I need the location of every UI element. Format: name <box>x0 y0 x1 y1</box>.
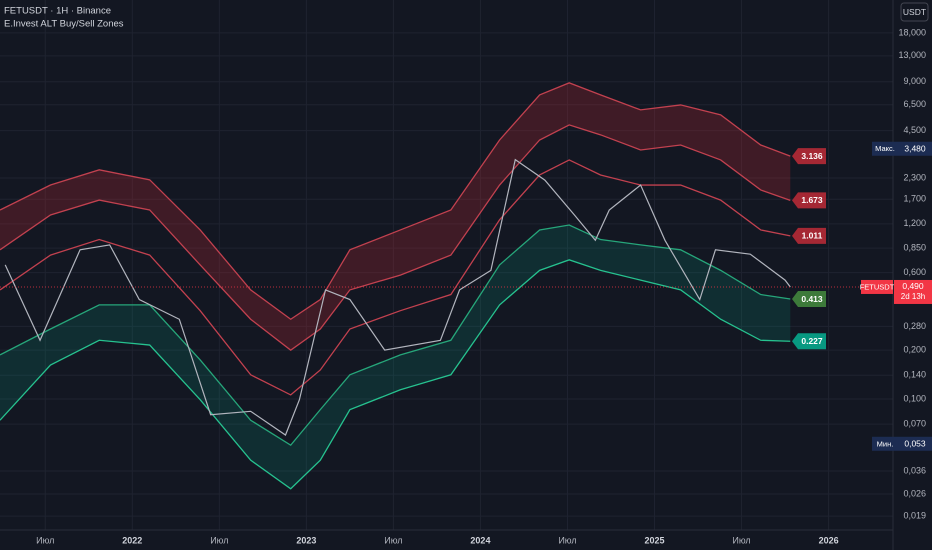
chart-title: FETUSDT · 1H · Binance <box>4 6 111 17</box>
x-tick-label: 2026 <box>819 535 839 545</box>
band-end-tag <box>792 192 826 209</box>
y-tick-label: 0,140 <box>903 370 926 380</box>
band-end-tag <box>792 291 826 308</box>
band-line <box>0 259 791 490</box>
y-tick-label: 0,019 <box>903 510 926 520</box>
price-name-tag <box>861 279 893 294</box>
y-tick-label: 0,600 <box>903 267 926 277</box>
y-tick-label: 9,000 <box>903 76 926 86</box>
y-tick-label: 0,280 <box>903 321 926 331</box>
x-tick-label: Июл <box>558 535 576 545</box>
annotation-value-tag <box>898 436 932 451</box>
y-tick-label: 1,700 <box>903 194 926 204</box>
axes <box>0 0 894 550</box>
annotation-value: 0,053 <box>904 439 926 449</box>
band-end-label: 1.673 <box>801 195 823 205</box>
annotation-name: Мин. <box>877 439 894 448</box>
band-end-tag <box>792 333 826 350</box>
y-tick-label: 6,500 <box>903 99 926 109</box>
price-name: FETUSDT <box>860 282 895 291</box>
y-tick-label: 18,000 <box>898 27 926 37</box>
x-tick-label: 2023 <box>296 535 316 545</box>
y-tick-label: 0,026 <box>903 488 926 498</box>
currency-button[interactable] <box>900 2 929 22</box>
y-tick-label: 4,500 <box>903 125 926 135</box>
band-end-tag <box>792 148 826 165</box>
band-line <box>0 224 791 446</box>
y-tick-label: 0,100 <box>903 393 926 403</box>
x-tick-label: 2025 <box>645 535 665 545</box>
annotation-tag <box>872 436 898 451</box>
y-tick-label: 0,036 <box>903 465 926 475</box>
grid <box>0 0 893 530</box>
band-end-label: 1.011 <box>802 231 823 241</box>
zone-fill <box>0 82 791 351</box>
annotation-tag <box>872 141 898 156</box>
price-value: 0,490 <box>902 281 924 291</box>
band-end-tag <box>792 227 826 244</box>
annotation-value-tag <box>898 141 932 156</box>
x-tick-label: Июл <box>732 535 750 545</box>
band-end-label: 3.136 <box>801 151 823 161</box>
annotation-value: 3,480 <box>904 144 926 154</box>
y-tick-label: 0,850 <box>903 243 926 253</box>
x-tick-label: Июл <box>384 535 402 545</box>
y-tick-label: 0,070 <box>903 419 926 429</box>
band-end-label: 0.413 <box>801 294 823 304</box>
chart-subtitle: E.Invest ALT Buy/Sell Zones <box>4 19 124 30</box>
price-line <box>4 158 791 436</box>
x-tick-label: Июл <box>36 535 54 545</box>
plot <box>0 82 893 490</box>
price-countdown: 2d 13h <box>901 292 925 301</box>
band-line <box>0 159 791 396</box>
annotation-name: Макс. <box>875 144 895 153</box>
currency-label[interactable]: USDT <box>903 7 926 17</box>
y-tick-label: 2,300 <box>903 172 926 182</box>
y-tick-label: 1,200 <box>903 218 926 228</box>
y-tick-label: 0,200 <box>903 345 926 355</box>
x-tick-label: 2022 <box>122 535 142 545</box>
band-line <box>0 82 791 321</box>
band-end-label: 0.227 <box>801 336 823 346</box>
x-tick-label: Июл <box>210 535 228 545</box>
y-tick-label: 13,000 <box>898 50 926 60</box>
x-tick-label: 2024 <box>470 535 490 545</box>
band-line <box>0 124 791 351</box>
price-tag <box>894 279 932 304</box>
